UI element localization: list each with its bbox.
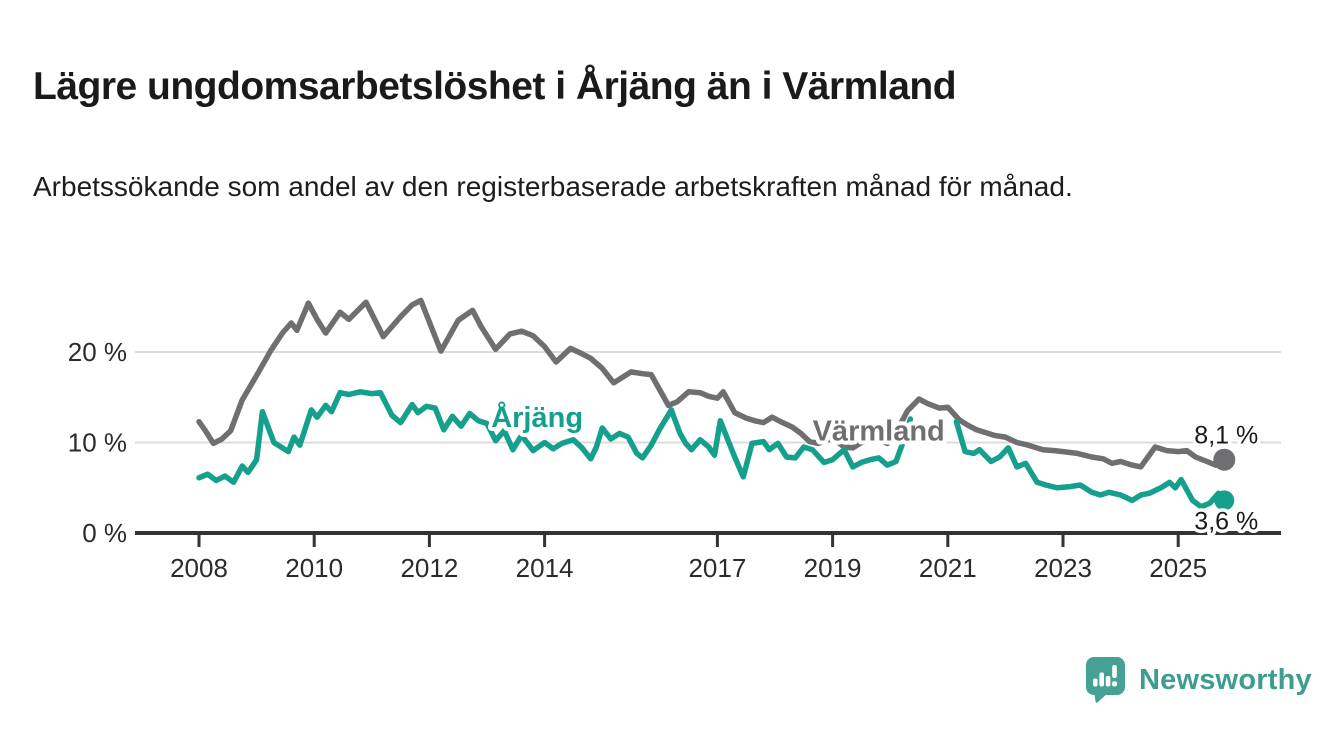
newsworthy-speech-bubble-bar-chart-icon xyxy=(1086,657,1125,703)
rjng-end-value-label: 3,6 % xyxy=(1194,507,1258,535)
brand-name: Newsworthy xyxy=(1139,663,1312,696)
x-axis-tick-label: 2012 xyxy=(400,553,458,583)
vrmland-series-label: Värmland xyxy=(813,416,945,448)
x-axis-tick-label: 2023 xyxy=(1034,553,1092,583)
page-title: Lägre ungdomsarbetslöshet i Årjäng än i … xyxy=(33,65,957,109)
rjng-end-dot xyxy=(1214,490,1235,511)
x-axis-tick-label: 2021 xyxy=(919,553,977,583)
page-subtitle: Arbetssökande som andel av den registerb… xyxy=(33,171,1073,202)
x-axis-tick-label: 2008 xyxy=(170,553,228,583)
y-axis-tick-label: 0 % xyxy=(82,518,127,548)
x-axis-tick-label: 2025 xyxy=(1149,553,1207,583)
x-axis-tick-label: 2017 xyxy=(688,553,746,583)
x-axis-tick-label: 2010 xyxy=(285,553,343,583)
vrmland-end-dot xyxy=(1213,448,1236,471)
x-axis-tick-label: 2019 xyxy=(804,553,862,583)
rjng-line xyxy=(196,389,1228,510)
x-axis-tick-label: 2014 xyxy=(516,553,574,583)
rjng-series-label: Årjäng xyxy=(491,401,583,434)
y-axis-tick-label: 10 % xyxy=(68,428,127,458)
vrmland-line xyxy=(196,297,1228,470)
newsworthy-logo: Newsworthy xyxy=(1086,657,1312,703)
y-axis-tick-label: 20 % xyxy=(68,337,127,367)
vrmland-end-value-label: 8,1 % xyxy=(1194,422,1258,450)
